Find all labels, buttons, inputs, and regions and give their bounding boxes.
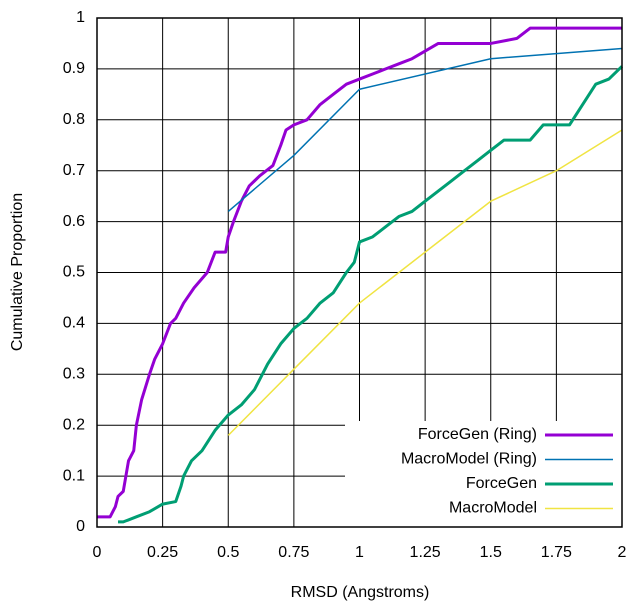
x-axis-label: RMSD (Angstroms) [291, 584, 430, 601]
y-tick-label: 0.1 [63, 467, 85, 484]
legend-label: MacroModel (Ring) [401, 451, 537, 468]
x-tick-label: 1.5 [480, 544, 502, 561]
x-tick-label: 0 [93, 544, 102, 561]
y-axis-label: Cumulative Proportion [9, 193, 26, 351]
series-line [97, 26, 622, 519]
y-tick-label: 0.8 [63, 111, 85, 128]
plot-frame [96, 17, 623, 528]
y-tick-label: 0.7 [63, 162, 85, 179]
series-line [227, 47, 623, 212]
y-tick-label: 0 [76, 518, 85, 535]
x-tick-label: 2 [618, 544, 627, 561]
series-line [227, 129, 623, 436]
legend-label: ForceGen (Ring) [418, 426, 537, 443]
x-tick-label: 1.75 [541, 544, 572, 561]
legend-label: MacroModel [449, 500, 537, 517]
y-tick-label: 0.2 [63, 416, 85, 433]
y-tick-label: 0.4 [63, 315, 85, 332]
y-tick-label: 0.6 [63, 213, 85, 230]
y-tick-label: 0.3 [63, 366, 85, 383]
y-tick-label: 0.9 [63, 60, 85, 77]
y-tick-label: 0.5 [63, 264, 85, 281]
x-tick-label: 1 [355, 544, 364, 561]
x-tick-label: 0.75 [278, 544, 309, 561]
x-tick-label: 1.25 [410, 544, 441, 561]
legend-box [345, 421, 622, 527]
y-tick-label: 1 [76, 9, 85, 26]
series-line [118, 65, 624, 524]
x-tick-label: 0.5 [217, 544, 239, 561]
x-tick-label: 0.25 [147, 544, 178, 561]
legend-label: ForceGen [466, 475, 537, 492]
